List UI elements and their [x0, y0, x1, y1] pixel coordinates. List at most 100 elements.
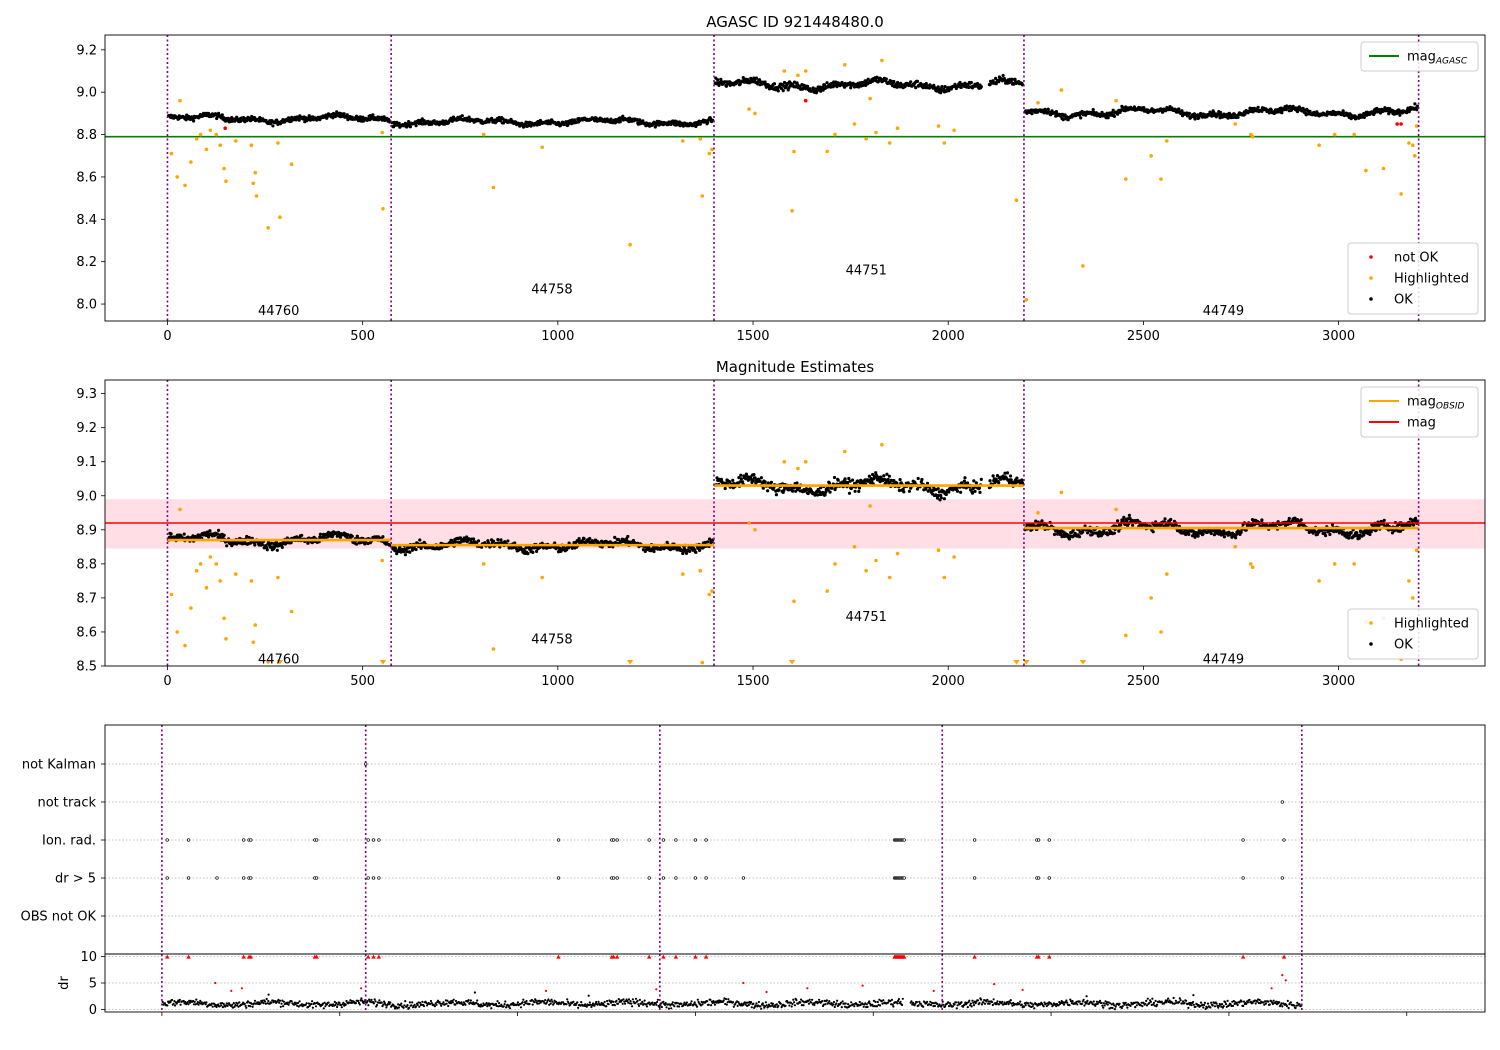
- dr-ok-point: [262, 1002, 265, 1005]
- highlighted-point: [698, 568, 703, 573]
- dr-ok-point: [588, 1001, 591, 1004]
- flag-marker: [242, 876, 246, 880]
- ok-point: [867, 474, 872, 478]
- dr-ok-point: [243, 1002, 246, 1005]
- highlighted-point: [214, 562, 219, 566]
- ok-point: [909, 80, 913, 84]
- ok-point: [403, 553, 407, 557]
- highlighted-point: [204, 585, 209, 590]
- dr-ok-point: [566, 998, 569, 1001]
- dr-ok-point: [528, 1002, 531, 1006]
- dr-ok-point: [334, 1003, 337, 1007]
- ok-point: [827, 481, 832, 485]
- ok-point: [538, 122, 542, 126]
- highlighted-point: [681, 139, 685, 143]
- flag-marker: [611, 876, 616, 880]
- dr-ok-point: [305, 1002, 308, 1005]
- highlighted-point: [204, 147, 209, 152]
- highlighted-point: [707, 592, 712, 597]
- dr-ok-point: [469, 999, 472, 1002]
- flag-marker: [1282, 838, 1286, 842]
- y-tick-label: 9.0: [76, 86, 97, 101]
- flag-marker: [661, 876, 666, 880]
- dr-ok-point: [508, 1007, 512, 1010]
- ok-point: [898, 478, 902, 482]
- dr-ok-point: [452, 998, 455, 1001]
- ok-point: [764, 85, 769, 89]
- ok-point: [821, 85, 825, 89]
- ok-point: [715, 476, 719, 480]
- flag-marker: [902, 838, 906, 842]
- ok-point: [772, 82, 777, 86]
- highlighted-point: [234, 139, 238, 143]
- highlighted-point: [952, 555, 956, 559]
- ok-point: [271, 124, 275, 128]
- highlighted-point: [880, 58, 884, 63]
- ok-point: [408, 125, 412, 129]
- x-tick-label: 1500: [736, 329, 769, 344]
- ok-point: [1196, 534, 1200, 538]
- ok-point: [1079, 116, 1083, 120]
- ok-point: [486, 539, 490, 543]
- ok-point: [836, 478, 840, 482]
- ok-point: [1368, 532, 1372, 537]
- dr-ok-point: [311, 1006, 314, 1009]
- ok-point: [1260, 518, 1264, 522]
- ok-point: [915, 79, 920, 83]
- dr-ok-point: [375, 1003, 379, 1007]
- ok-point: [220, 113, 224, 117]
- dr-ok-point: [372, 1002, 375, 1005]
- ok-point: [652, 549, 656, 554]
- ok-point: [1063, 113, 1067, 117]
- ok-point: [698, 548, 702, 553]
- y-tick-label: 8.4: [76, 213, 97, 228]
- y-tick-label: 8.8: [76, 557, 97, 572]
- ok-point: [843, 477, 847, 481]
- ok-point: [892, 79, 896, 84]
- highlighted-point: [1407, 141, 1411, 145]
- dr-ok-point: [519, 1006, 523, 1009]
- highlighted-point: [1411, 143, 1415, 147]
- flag-marker: [674, 876, 678, 880]
- flag-category-label: not track: [37, 796, 96, 811]
- ok-point: [681, 124, 686, 128]
- dr-ok-point: [617, 998, 620, 1001]
- highlighted-point: [249, 143, 254, 147]
- ok-point: [1280, 111, 1284, 115]
- legend-label: mag: [1407, 416, 1436, 431]
- dr-ok-point: [287, 1003, 290, 1006]
- highlighted-point: [1081, 264, 1085, 268]
- ok-point: [1295, 110, 1300, 114]
- highlighted-point: [843, 62, 847, 67]
- y-tick-label: 9.1: [76, 455, 97, 470]
- ok-point: [1219, 110, 1223, 115]
- flag-marker: [611, 838, 616, 842]
- ok-point: [432, 119, 436, 123]
- dr-ok-point: [374, 1000, 377, 1003]
- ok-point: [280, 545, 284, 550]
- highlighted-point: [481, 132, 486, 137]
- highlighted-point: [796, 466, 800, 471]
- dr-ok-point: [658, 1006, 661, 1009]
- highlighted-point: [198, 132, 203, 137]
- highlighted-point: [178, 507, 182, 512]
- flag-marker: [249, 876, 253, 880]
- ok-point: [991, 79, 995, 83]
- y-tick-label: 8.8: [76, 128, 97, 143]
- dr-ok-point: [645, 1005, 649, 1008]
- dr-ok-point: [624, 1002, 627, 1005]
- ok-point: [826, 488, 830, 492]
- highlighted-point: [1159, 630, 1163, 634]
- flag-marker: [972, 838, 977, 842]
- ok-point: [458, 536, 462, 540]
- dr-ok-point: [605, 1005, 608, 1008]
- ok-point: [787, 488, 791, 492]
- ok-point: [741, 480, 745, 484]
- dr-ok-point: [569, 1003, 572, 1006]
- highlighted-point: [852, 545, 857, 549]
- dr-ok-point: [408, 1006, 411, 1009]
- not-ok-point: [1399, 122, 1403, 126]
- ok-point: [669, 122, 673, 126]
